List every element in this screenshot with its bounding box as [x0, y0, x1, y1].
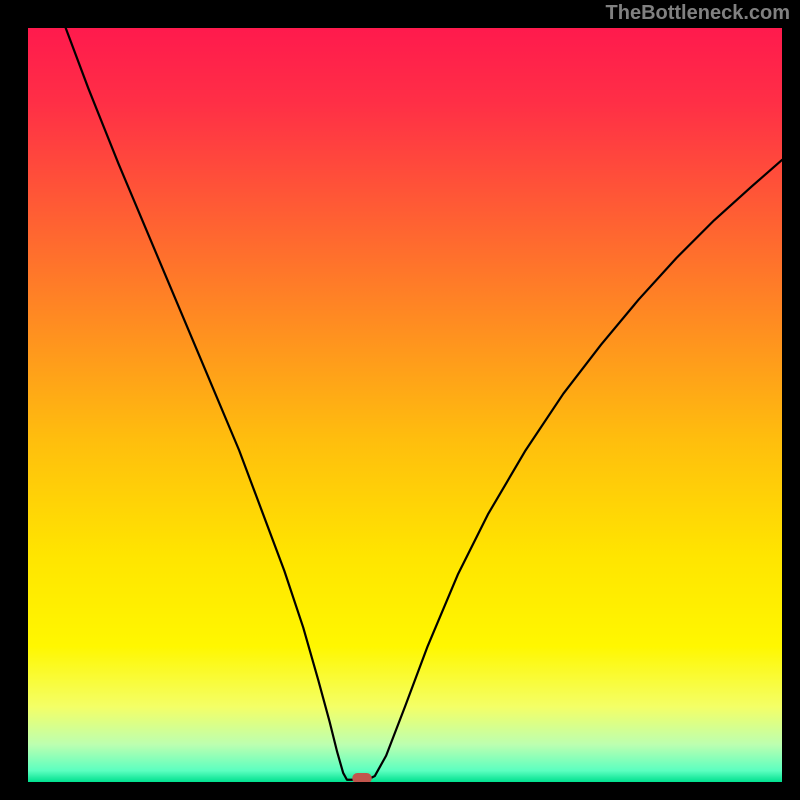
- optimal-marker: [352, 773, 372, 784]
- chart-container: TheBottleneck.com: [0, 0, 800, 800]
- bottleneck-chart: [0, 0, 800, 800]
- gradient-background: [28, 28, 782, 782]
